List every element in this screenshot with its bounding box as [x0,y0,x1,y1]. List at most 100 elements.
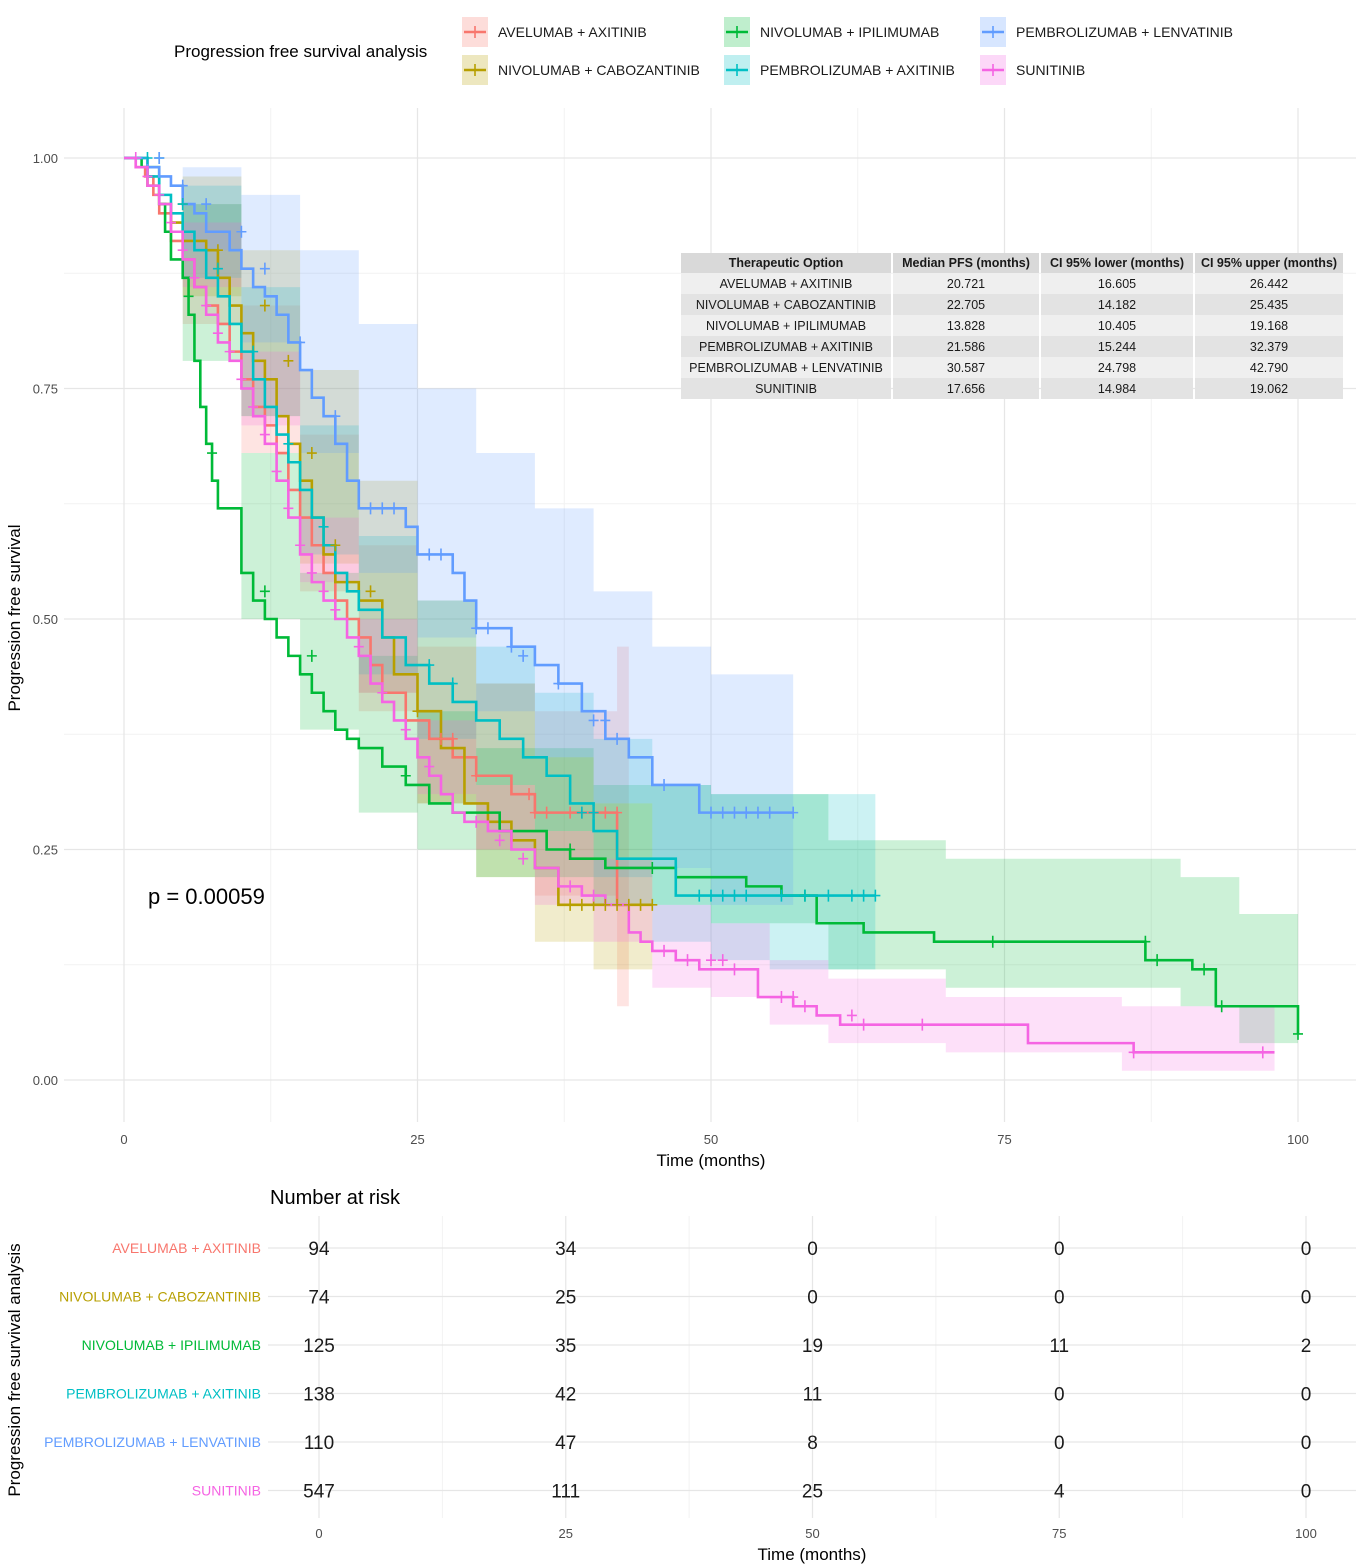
table-cell: NIVOLUMAB + IPILIMUMAB [681,315,891,336]
censor-mark [823,889,834,902]
censor-mark [177,179,188,192]
censor-mark [1128,1046,1139,1059]
y-tick-label: 0.75 [33,382,58,397]
censor-mark [330,410,341,423]
censor-mark [306,566,317,579]
censor-mark [647,898,658,911]
censor-mark [706,806,716,819]
legend-keys: AVELUMAB + AXITINIB NIVOLUMAB + CABOZANTI… [462,17,1233,85]
risk-count: 74 [308,1288,330,1309]
risk-x-tick-label: 0 [315,1526,322,1541]
censor-mark [518,852,529,865]
censor-mark [424,659,435,672]
censor-mark [259,299,270,312]
risk-count: 0 [1054,1385,1065,1406]
censor-mark [741,889,752,902]
censor-mark [647,861,658,874]
table-cell: NIVOLUMAB + CABOZANTINIB [681,294,891,315]
censor-mark [659,778,670,791]
table-cell: 22.705 [893,294,1039,315]
censor-mark [518,649,529,662]
censor-mark [447,732,458,745]
risk-count: 19 [802,1336,823,1357]
censor-mark [729,806,740,819]
p-value: p = 0.00059 [148,884,265,909]
censor-mark [682,954,693,967]
table-cell: 24.798 [1041,357,1193,378]
table-row: PEMBROLIZUMAB + AXITINIB 21.586 15.244 3… [681,336,1343,357]
y-axis-label: Progression free survival [5,524,24,711]
censor-mark [471,622,482,635]
table-cell: 10.405 [1041,315,1193,336]
table-cell: 25.435 [1195,294,1343,315]
censor-mark [799,1000,810,1013]
censor-mark [318,520,329,533]
censor-mark [259,428,270,441]
censor-mark [154,188,165,201]
y-tick-label: 0.25 [33,843,58,858]
censor-mark [612,732,623,745]
censor-mark [741,806,752,819]
censor-mark [295,336,306,349]
censor-mark [212,327,223,340]
censor-mark [435,732,446,745]
censor-mark [435,548,446,561]
table-header: CI 95% upper (months) [1195,253,1343,273]
y-tick-label: 0.50 [33,612,58,627]
risk-count: 138 [303,1385,335,1406]
censor-mark [482,622,493,635]
survival-curve [124,156,653,907]
risk-x-tick-label: 100 [1295,1526,1317,1541]
risk-count: 11 [803,1385,823,1406]
censor-mark [142,170,153,183]
censor-mark [377,502,388,515]
censor-mark [694,889,705,902]
risk-table-rows: AVELUMAB + AXITINIB 94 34 0 0 0 NIVOLUMAB + CA… [44,1239,1311,1503]
risk-table-grid [268,1216,1356,1518]
censor-mark [189,271,200,284]
censor-mark [917,1018,928,1031]
censor-mark [318,585,329,598]
censor-mark [506,640,517,653]
table-cell: 30.587 [893,357,1039,378]
censor-mark [588,889,599,902]
censor-mark [389,502,400,515]
censor-mark [576,898,587,911]
censor-mark [306,447,317,460]
censor-mark [283,502,294,515]
censor-mark [183,290,194,303]
y-tick-label: 0.00 [33,1073,58,1088]
censor-mark [177,198,188,211]
table-cell: 17.656 [893,378,1039,399]
censor-mark [212,262,223,275]
censor-mark [236,373,247,386]
table-cell: 20.721 [893,273,1039,294]
censor-mark [212,244,223,257]
table-header: Therapeutic Option [681,253,891,273]
risk-table-x-ticks: 0 25 50 75 100 [315,1526,1316,1541]
risk-row-label: AVELUMAB + AXITINIB [112,1240,261,1256]
table-cell: PEMBROLIZUMAB + AXITINIB [681,336,891,357]
censor-mark [177,244,188,257]
risk-count: 42 [555,1385,576,1406]
censor-mark [165,216,176,229]
censor-mark [776,889,787,902]
censor-mark [565,880,576,893]
x-tick-label: 50 [704,1132,718,1147]
censor-mark [987,935,998,948]
censor-mark [412,705,423,718]
table-header: Median PFS (months) [893,253,1039,273]
censor-mark [858,889,869,902]
risk-y-axis-label: Progression free survival analysis [5,1243,24,1496]
table-row: NIVOLUMAB + CABOZANTINIB 22.705 14.182 2… [681,294,1343,315]
risk-count: 0 [1301,1482,1312,1503]
censor-mark [201,198,212,211]
censor-mark [154,152,165,164]
censor-mark [788,806,799,819]
risk-row-label: PEMBROLIZUMAB + AXITINIB [66,1386,261,1402]
table-cell: 14.984 [1041,378,1193,399]
risk-count: 0 [1301,1288,1312,1309]
y-axis-ticks: 0.00 0.25 0.50 0.75 1.00 [33,151,58,1088]
censor-mark [447,677,458,690]
censor-mark [471,815,482,828]
